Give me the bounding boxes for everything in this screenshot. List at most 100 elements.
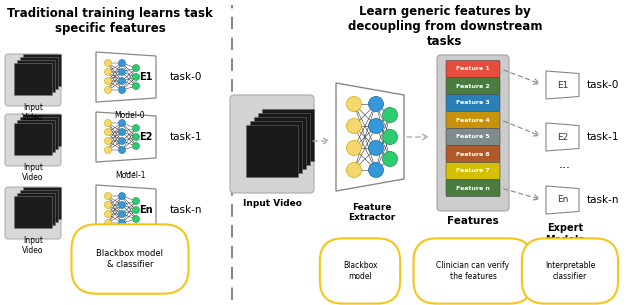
- Circle shape: [118, 210, 125, 217]
- FancyBboxPatch shape: [14, 123, 52, 155]
- Circle shape: [132, 142, 140, 149]
- Circle shape: [118, 87, 125, 94]
- Circle shape: [346, 119, 362, 134]
- Circle shape: [383, 107, 397, 123]
- Text: Blackbox
model: Blackbox model: [343, 261, 377, 281]
- Circle shape: [118, 128, 125, 135]
- Circle shape: [132, 198, 140, 204]
- Text: ...: ...: [124, 163, 136, 177]
- Circle shape: [118, 77, 125, 84]
- FancyBboxPatch shape: [20, 117, 58, 149]
- FancyBboxPatch shape: [437, 55, 509, 211]
- Text: E2: E2: [557, 132, 568, 142]
- Circle shape: [104, 59, 111, 66]
- Circle shape: [346, 141, 362, 156]
- Text: Features: Features: [447, 216, 499, 226]
- Text: task-1: task-1: [170, 132, 202, 142]
- Circle shape: [346, 163, 362, 178]
- FancyBboxPatch shape: [446, 163, 500, 180]
- FancyBboxPatch shape: [262, 109, 314, 161]
- Text: Model-0: Model-0: [115, 111, 145, 120]
- Circle shape: [104, 69, 111, 76]
- Text: task-0: task-0: [170, 72, 202, 82]
- FancyBboxPatch shape: [246, 125, 298, 177]
- Circle shape: [104, 77, 111, 84]
- Circle shape: [104, 128, 111, 135]
- FancyBboxPatch shape: [230, 95, 314, 193]
- Polygon shape: [546, 186, 579, 214]
- Text: ..: ..: [470, 182, 476, 192]
- Circle shape: [104, 87, 111, 94]
- FancyBboxPatch shape: [5, 54, 61, 106]
- FancyBboxPatch shape: [14, 63, 52, 95]
- Circle shape: [132, 134, 140, 141]
- Circle shape: [132, 124, 140, 131]
- Circle shape: [104, 210, 111, 217]
- Text: Traditional training learns task
specific features: Traditional training learns task specifi…: [7, 7, 213, 35]
- Polygon shape: [96, 52, 156, 102]
- Text: task-n: task-n: [587, 195, 620, 205]
- FancyBboxPatch shape: [5, 187, 61, 239]
- Circle shape: [118, 69, 125, 76]
- Text: En: En: [140, 205, 153, 215]
- Circle shape: [369, 96, 383, 112]
- FancyBboxPatch shape: [5, 114, 61, 166]
- FancyBboxPatch shape: [250, 121, 302, 173]
- Circle shape: [104, 120, 111, 127]
- FancyBboxPatch shape: [446, 112, 500, 128]
- Text: Feature 1: Feature 1: [456, 66, 490, 71]
- Polygon shape: [96, 112, 156, 162]
- Text: Feature 4: Feature 4: [456, 117, 490, 123]
- Text: task-n: task-n: [170, 205, 202, 215]
- Text: Blackbox model
& classifier: Blackbox model & classifier: [97, 249, 163, 269]
- Text: E1: E1: [140, 72, 153, 82]
- Circle shape: [104, 202, 111, 209]
- Circle shape: [132, 216, 140, 223]
- Circle shape: [118, 59, 125, 66]
- FancyBboxPatch shape: [446, 95, 500, 112]
- FancyBboxPatch shape: [20, 190, 58, 222]
- Text: Feature 6: Feature 6: [456, 152, 490, 156]
- Polygon shape: [546, 123, 579, 151]
- Text: Input
Video: Input Video: [22, 163, 44, 182]
- Text: Feature 5: Feature 5: [456, 135, 490, 139]
- Polygon shape: [96, 185, 156, 235]
- Circle shape: [132, 64, 140, 71]
- Circle shape: [104, 138, 111, 145]
- FancyBboxPatch shape: [20, 57, 58, 89]
- FancyBboxPatch shape: [446, 128, 500, 145]
- Text: Expert
Models: Expert Models: [545, 223, 584, 245]
- FancyBboxPatch shape: [17, 193, 55, 225]
- Text: Input
Video: Input Video: [22, 236, 44, 255]
- Text: task-1: task-1: [587, 132, 620, 142]
- Circle shape: [369, 141, 383, 156]
- Circle shape: [118, 192, 125, 199]
- FancyBboxPatch shape: [446, 145, 500, 163]
- FancyBboxPatch shape: [23, 187, 61, 219]
- Text: Input
Video: Input Video: [22, 103, 44, 122]
- FancyBboxPatch shape: [254, 117, 306, 169]
- FancyBboxPatch shape: [258, 113, 310, 165]
- Text: Model-n: Model-n: [115, 244, 145, 253]
- Circle shape: [104, 192, 111, 199]
- Circle shape: [369, 163, 383, 178]
- Circle shape: [346, 96, 362, 112]
- Text: Feature
Extractor: Feature Extractor: [348, 203, 396, 222]
- FancyBboxPatch shape: [446, 180, 500, 196]
- Circle shape: [383, 130, 397, 145]
- FancyBboxPatch shape: [446, 60, 500, 77]
- Text: Learn generic features by
decoupling from downstream
tasks: Learn generic features by decoupling fro…: [348, 5, 542, 48]
- Text: Model-1: Model-1: [115, 171, 145, 180]
- Text: E1: E1: [557, 81, 569, 89]
- Text: En: En: [557, 196, 569, 204]
- FancyBboxPatch shape: [17, 120, 55, 152]
- Circle shape: [132, 206, 140, 214]
- Circle shape: [383, 152, 397, 167]
- Circle shape: [104, 220, 111, 227]
- Text: E2: E2: [140, 132, 153, 142]
- Circle shape: [369, 119, 383, 134]
- FancyBboxPatch shape: [23, 114, 61, 146]
- FancyBboxPatch shape: [14, 196, 52, 228]
- Text: Clinician can verify
the features: Clinician can verify the features: [436, 261, 509, 281]
- Text: Interpretable
classifier: Interpretable classifier: [545, 261, 595, 281]
